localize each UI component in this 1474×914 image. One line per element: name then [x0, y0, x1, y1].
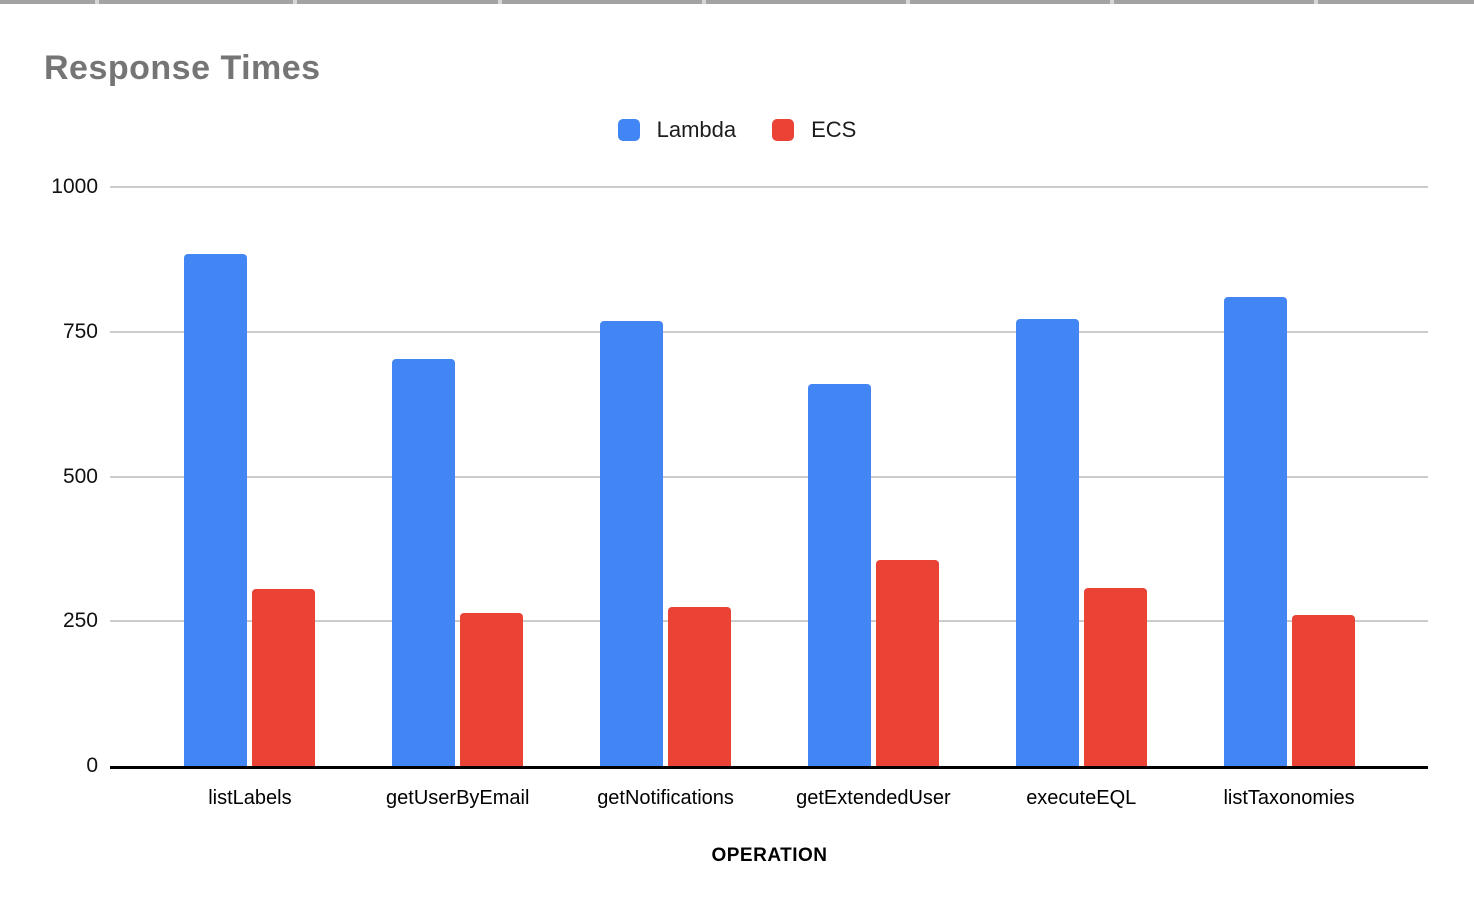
- sheet-column-divider: [1110, 0, 1114, 4]
- legend-swatch-lambda: [617, 119, 640, 141]
- bars-region: [146, 187, 1393, 766]
- x-category-label-executeEQL: executeEQL: [1026, 787, 1137, 809]
- legend-item-ecs[interactable]: ECS: [772, 117, 856, 143]
- sheet-column-divider: [1314, 0, 1318, 4]
- legend-label: ECS: [811, 117, 857, 142]
- bar-lambda-getNotifications[interactable]: [600, 321, 664, 766]
- x-category-label-getExtendedUser: getExtendedUser: [796, 787, 951, 809]
- legend-label: Lambda: [656, 117, 737, 142]
- bar-ecs-executeEQL[interactable]: [1083, 588, 1147, 766]
- bar-ecs-getUserByEmail[interactable]: [460, 612, 524, 766]
- sheet-column-divider: [293, 0, 297, 4]
- sheet-column-divider: [95, 0, 99, 4]
- y-tick-label-750: 750: [62, 319, 98, 343]
- legend-item-lambda[interactable]: Lambda: [617, 117, 737, 143]
- gridline-1000: [110, 186, 1428, 188]
- x-category-label-listLabels: listLabels: [208, 787, 292, 809]
- y-tick-label-0: 0: [86, 754, 98, 777]
- x-category-label-getNotifications: getNotifications: [597, 787, 734, 809]
- x-axis-title: OPERATION: [711, 845, 828, 866]
- bar-group-getNotifications: [562, 187, 770, 766]
- bar-group-executeEQL: [977, 187, 1185, 766]
- bar-ecs-getNotifications[interactable]: [668, 606, 732, 766]
- bar-lambda-executeEQL[interactable]: [1015, 319, 1079, 766]
- bar-group-listTaxonomies: [1185, 187, 1393, 766]
- bar-group-getUserByEmail: [354, 187, 562, 766]
- chart-legend: Lambda ECS: [0, 117, 1474, 143]
- x-category-label-listTaxonomies: listTaxonomies: [1223, 787, 1355, 809]
- x-axis-category-labels: listLabels getUserByEmail getNotifications…: [146, 787, 1393, 810]
- bar-lambda-listLabels[interactable]: [184, 253, 248, 766]
- plot-area: 0 250 500 750 1000: [51, 176, 1428, 777]
- sheet-cell-border-strip: [0, 0, 1474, 4]
- bar-group-getExtendedUser: [769, 187, 977, 766]
- bar-lambda-getExtendedUser[interactable]: [807, 383, 871, 766]
- bar-ecs-listLabels[interactable]: [252, 589, 316, 766]
- y-tick-label-1000: 1000: [51, 175, 98, 198]
- bar-lambda-getUserByEmail[interactable]: [392, 358, 456, 766]
- sheet-column-divider: [702, 0, 706, 4]
- bar-ecs-getExtendedUser[interactable]: [875, 560, 939, 766]
- x-category-label-getUserByEmail: getUserByEmail: [386, 787, 530, 809]
- bar-ecs-listTaxonomies[interactable]: [1291, 615, 1355, 766]
- gridline-750: [110, 330, 1428, 333]
- sheet-column-divider: [906, 0, 910, 4]
- gridline-500: [110, 475, 1428, 478]
- bar-group-listLabels: [146, 187, 354, 766]
- legend-swatch-ecs: [772, 119, 795, 141]
- gridline-250: [110, 620, 1428, 623]
- y-tick-label-500: 500: [62, 464, 98, 488]
- y-tick-label-250: 250: [62, 609, 98, 633]
- chart-title: Response Times: [44, 49, 321, 87]
- sheet-column-divider: [498, 0, 502, 4]
- bar-lambda-listTaxonomies[interactable]: [1223, 297, 1287, 766]
